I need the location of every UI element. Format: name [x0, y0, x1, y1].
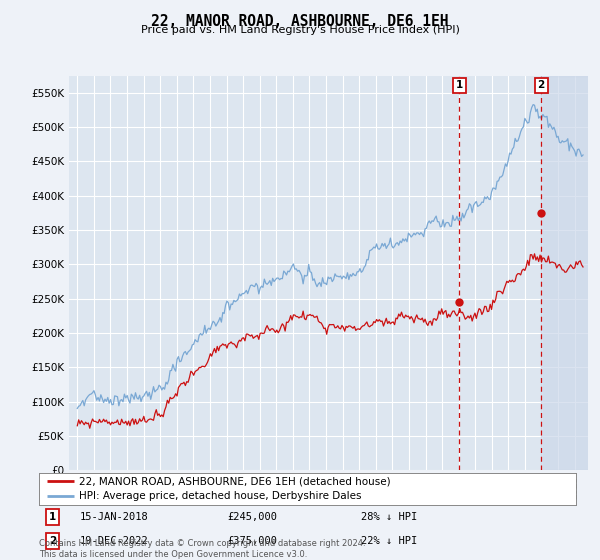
Text: 22, MANOR ROAD, ASHBOURNE, DE6 1EH: 22, MANOR ROAD, ASHBOURNE, DE6 1EH — [151, 14, 449, 29]
Text: 22, MANOR ROAD, ASHBOURNE, DE6 1EH (detached house): 22, MANOR ROAD, ASHBOURNE, DE6 1EH (deta… — [79, 477, 391, 487]
Text: HPI: Average price, detached house, Derbyshire Dales: HPI: Average price, detached house, Derb… — [79, 491, 362, 501]
Bar — [541, 76, 592, 470]
Text: 2: 2 — [49, 536, 56, 545]
Text: 1: 1 — [49, 512, 56, 522]
Text: 2: 2 — [538, 81, 545, 91]
Text: £375,000: £375,000 — [227, 536, 277, 545]
Text: Price paid vs. HM Land Registry's House Price Index (HPI): Price paid vs. HM Land Registry's House … — [140, 25, 460, 35]
Text: 19-DEC-2022: 19-DEC-2022 — [79, 536, 148, 545]
Text: Contains HM Land Registry data © Crown copyright and database right 2024.
This d: Contains HM Land Registry data © Crown c… — [39, 539, 365, 559]
Text: £245,000: £245,000 — [227, 512, 277, 522]
Text: 28% ↓ HPI: 28% ↓ HPI — [361, 512, 418, 522]
Text: 22% ↓ HPI: 22% ↓ HPI — [361, 536, 418, 545]
Text: 1: 1 — [456, 81, 463, 91]
Text: 15-JAN-2018: 15-JAN-2018 — [79, 512, 148, 522]
